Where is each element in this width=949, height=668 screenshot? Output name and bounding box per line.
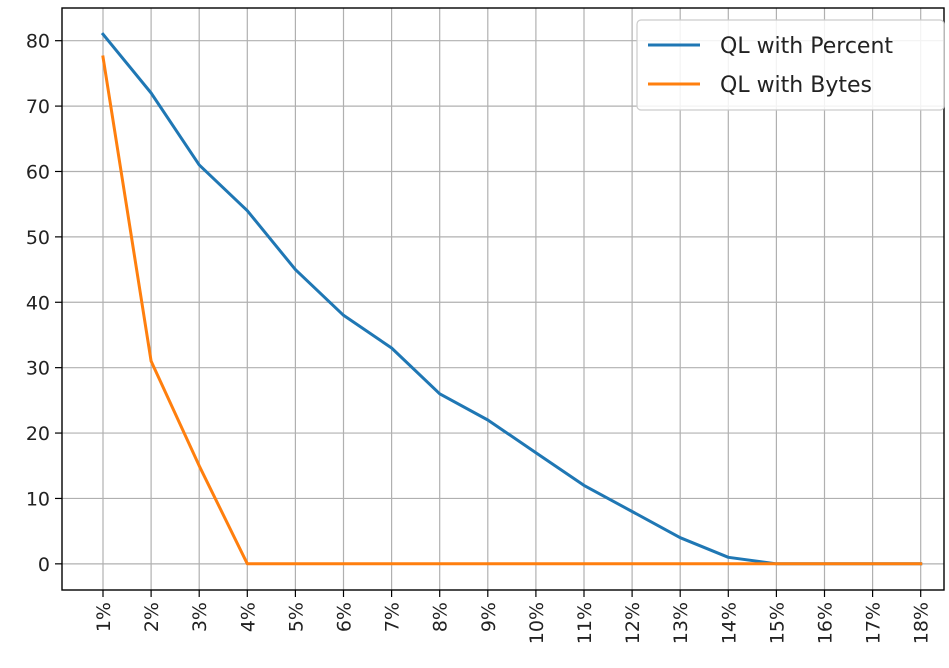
x-axis: 1% 2% 3% 4% 5% 6% 7% 8% 9% 10% 11% 12% 13% 14% 15% 16% 1… (93, 590, 933, 644)
x-tick-label: 1% (93, 602, 115, 632)
x-tick-label: 10% (526, 602, 548, 644)
x-tick-label: 8% (430, 602, 452, 632)
legend: QL with Percent QL with Bytes (636, 19, 945, 111)
y-tick-label: 20 (26, 423, 50, 445)
y-tick-label: 0 (38, 554, 50, 576)
x-tick-label: 18% (911, 602, 933, 644)
y-axis: 0 10 20 30 40 50 60 70 80 (26, 31, 62, 576)
x-tick-label: 16% (815, 602, 837, 644)
plot-frame (61, 7, 945, 591)
series-lines (100, 32, 923, 566)
x-tick-label: 2% (141, 602, 163, 632)
x-tick-label: 12% (622, 602, 644, 644)
y-tick-label: 50 (26, 227, 50, 249)
x-tick-label: 3% (189, 602, 211, 632)
legend-label-percent: QL with Percent (720, 34, 893, 59)
x-tick-label: 7% (382, 602, 404, 632)
x-tick-label: 5% (285, 602, 307, 632)
x-tick-label: 11% (574, 602, 596, 644)
y-tick-label: 70 (26, 96, 50, 118)
y-tick-label: 40 (26, 292, 50, 314)
x-tick-label: 13% (670, 602, 692, 644)
x-tick-label: 9% (478, 602, 500, 632)
y-tick-label: 80 (26, 31, 50, 53)
y-tick-label: 10 (26, 488, 50, 510)
y-tick-label: 60 (26, 161, 50, 183)
legend-label-bytes: QL with Bytes (720, 73, 872, 98)
x-tick-label: 6% (334, 602, 356, 632)
series-line-percent (100, 32, 923, 566)
legend-box (636, 19, 945, 111)
series-line-bytes (101, 55, 923, 566)
y-tick-label: 30 (26, 358, 50, 380)
x-tick-label: 15% (766, 602, 788, 644)
x-tick-label: 4% (237, 602, 259, 632)
x-tick-label: 14% (718, 602, 740, 644)
grid (62, 8, 944, 590)
x-tick-label: 17% (863, 602, 885, 644)
